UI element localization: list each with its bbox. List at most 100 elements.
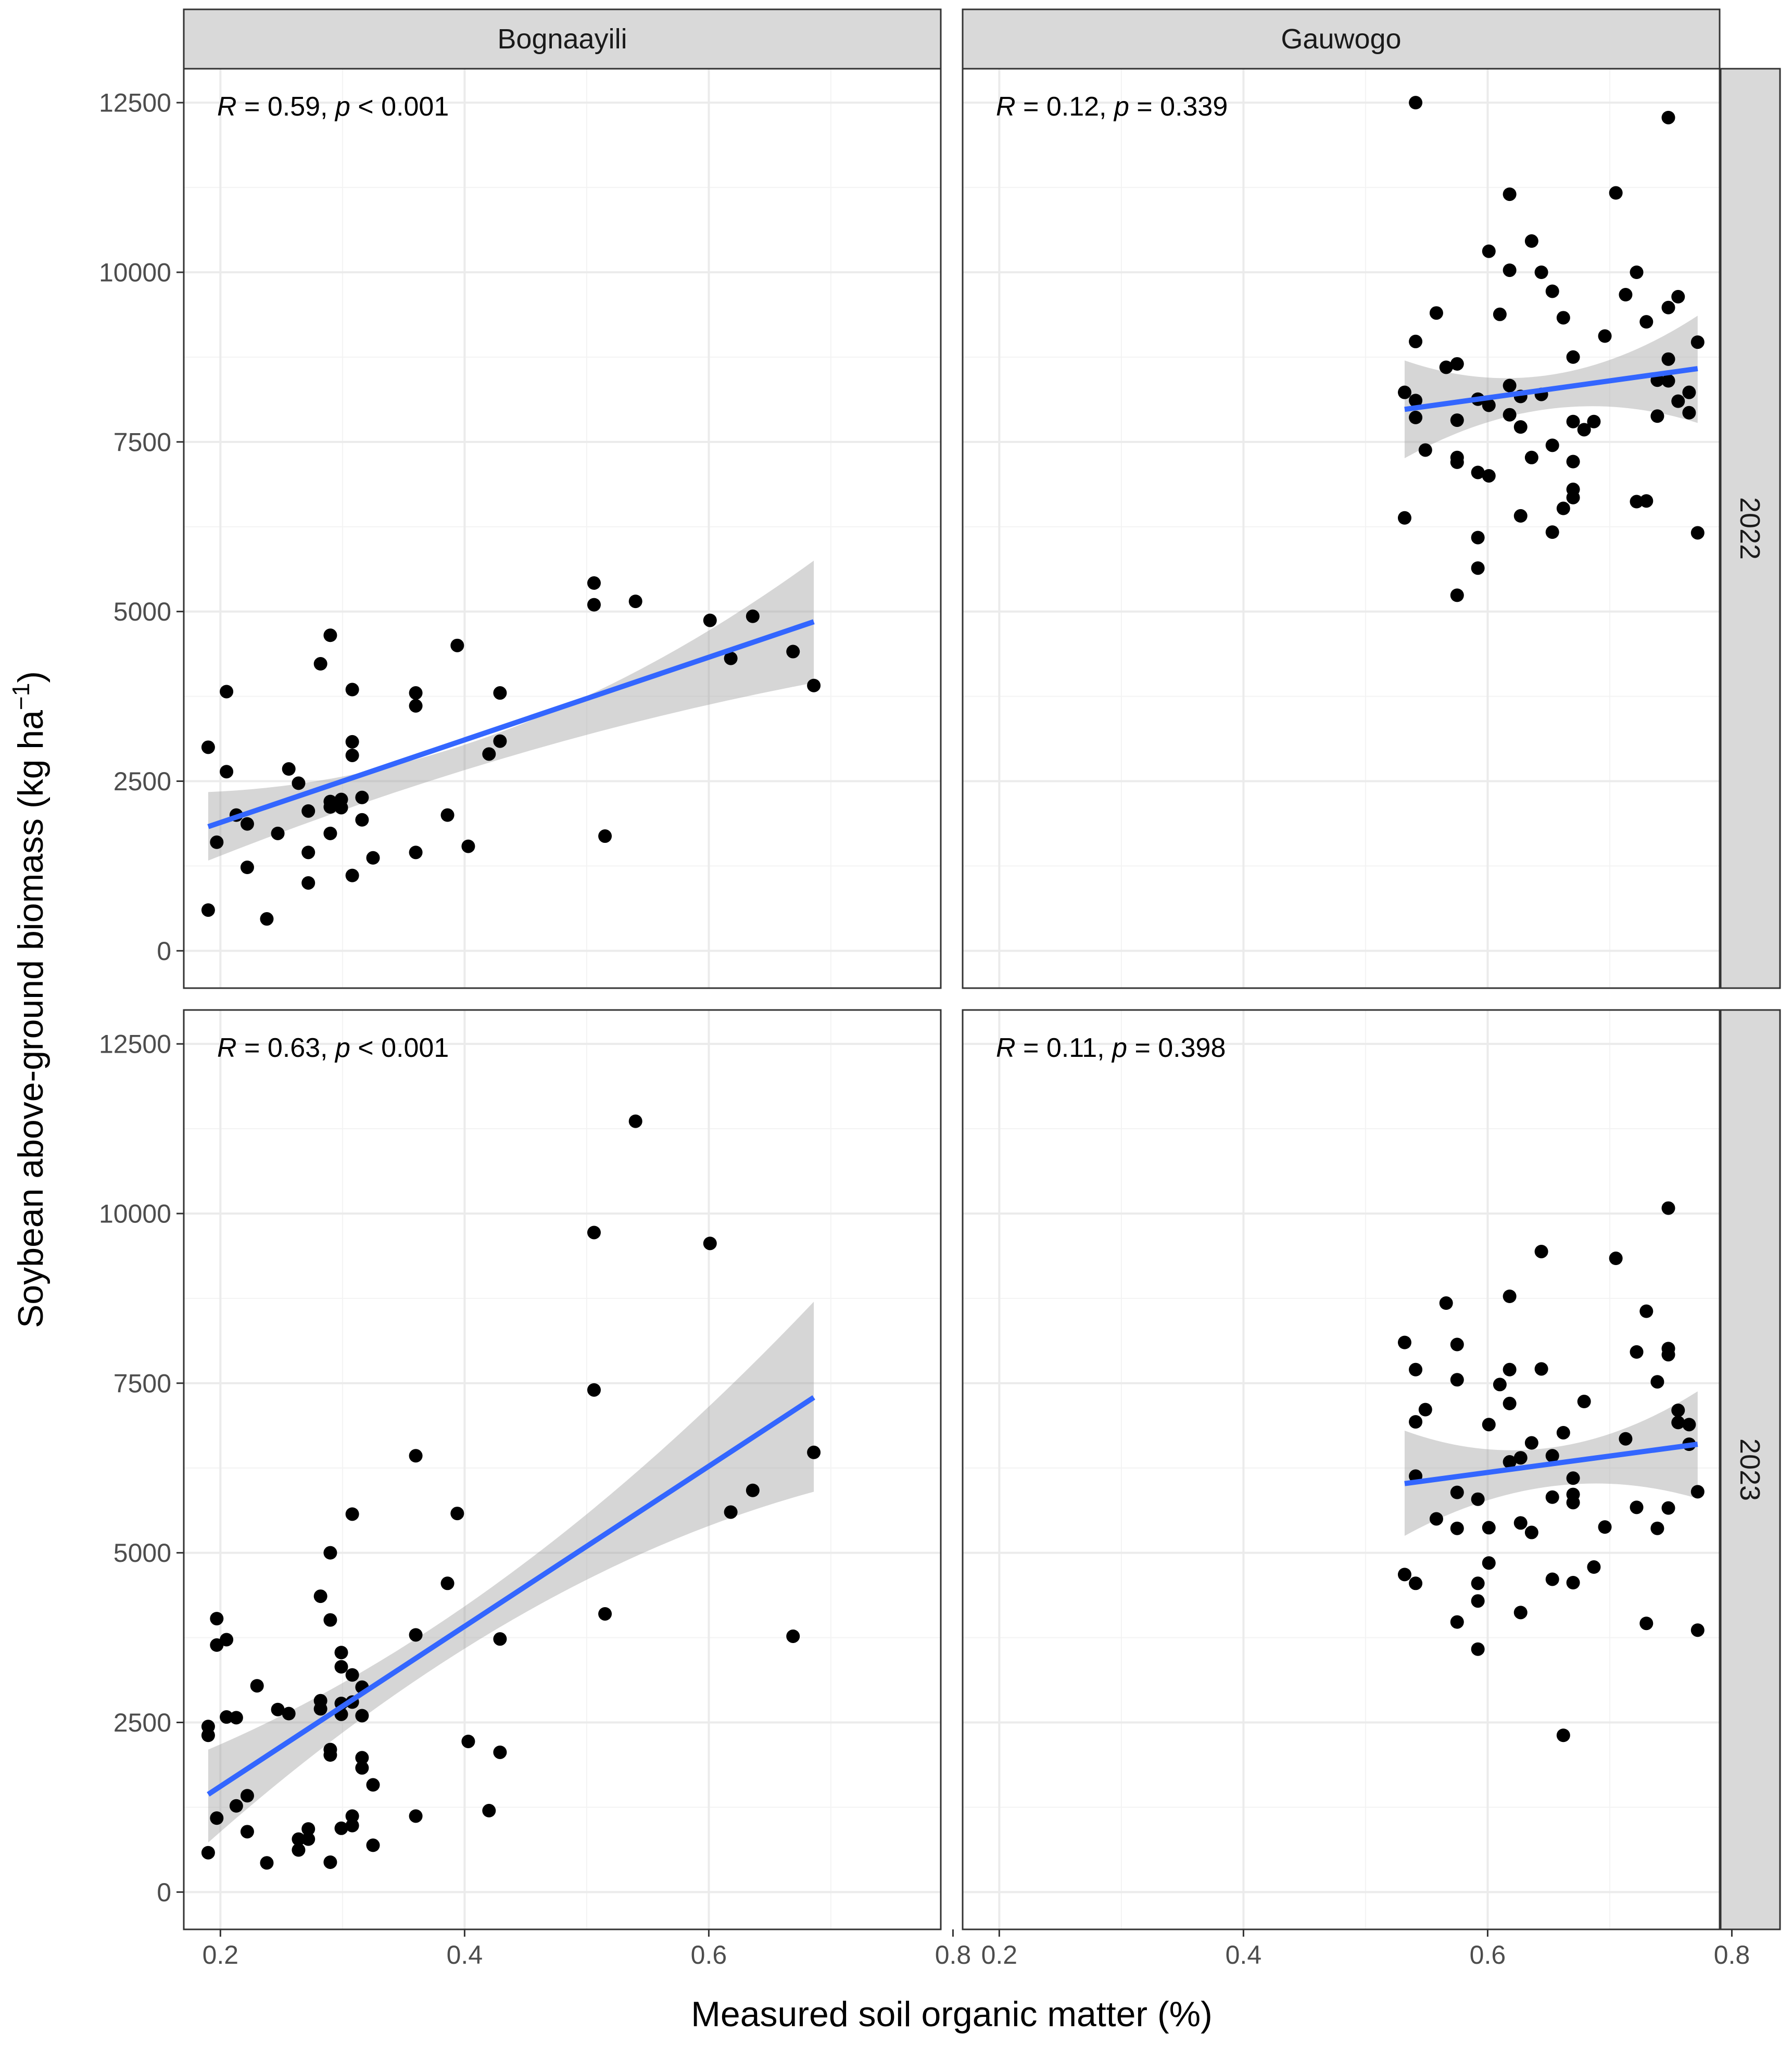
y-tick-label: 2500: [113, 767, 171, 796]
data-point: [366, 1838, 380, 1852]
data-point: [1671, 289, 1685, 304]
data-point: [450, 638, 464, 652]
column-strip-label-bognaayili: Bognaayili: [497, 23, 627, 55]
column-strip-gauwogo: [962, 8, 1721, 70]
annotation-r-value: = 0.59,: [237, 92, 335, 122]
data-point: [1609, 186, 1623, 200]
annotation-p-symbol: p: [1113, 92, 1129, 122]
data-point: [1482, 1418, 1496, 1432]
data-point: [229, 1799, 243, 1813]
data-point: [250, 1679, 264, 1693]
data-point: [807, 1445, 821, 1459]
data-point: [1482, 1556, 1496, 1570]
panel-gauwogo-2023: R = 0.11, p = 0.398: [962, 1009, 1721, 1930]
data-point: [345, 868, 359, 882]
regression-line: [207, 619, 815, 829]
data-point: [1661, 1201, 1675, 1215]
x-tick-label: 0.8: [935, 1940, 971, 1969]
panel-bognaayili-2022: R = 0.59, p < 0.001: [183, 68, 942, 989]
data-point: [1409, 1362, 1423, 1376]
data-point: [1524, 1525, 1538, 1539]
data-point: [220, 1633, 234, 1647]
data-point: [1409, 1576, 1423, 1590]
data-point: [240, 1789, 254, 1803]
data-point: [220, 1710, 234, 1724]
y-tick-label: 10000: [99, 1199, 171, 1228]
data-point: [1503, 378, 1517, 393]
y-tick-label: 7500: [113, 427, 171, 457]
data-point: [628, 595, 642, 609]
data-point: [1577, 1395, 1591, 1409]
data-point: [1503, 1362, 1517, 1376]
data-point: [282, 762, 296, 776]
data-point: [1566, 490, 1580, 504]
data-point: [1650, 1521, 1664, 1535]
data-point: [1524, 450, 1538, 464]
data-point: [461, 839, 475, 853]
data-point: [1556, 311, 1570, 325]
data-point: [703, 613, 717, 627]
data-point: [1471, 531, 1485, 545]
data-point: [746, 609, 760, 623]
data-point: [1524, 1436, 1538, 1450]
data-point: [1513, 1516, 1528, 1530]
data-point: [210, 1612, 224, 1626]
data-point: [1493, 307, 1507, 321]
data-point: [1671, 1403, 1685, 1417]
data-point: [201, 903, 215, 917]
data-point: [450, 1507, 464, 1521]
data-point: [1409, 410, 1423, 424]
data-point: [1639, 1616, 1654, 1631]
data-point: [240, 817, 254, 831]
data-point: [229, 1711, 243, 1725]
data-point: [1661, 352, 1675, 366]
data-point: [1482, 469, 1496, 483]
data-point: [1587, 1560, 1601, 1574]
x-tick-label: 0.2: [203, 1940, 239, 1969]
data-point: [210, 1811, 224, 1825]
annotation-r-symbol: R: [996, 1033, 1016, 1063]
data-point: [1630, 265, 1644, 279]
data-point: [366, 851, 380, 865]
data-point: [1397, 511, 1411, 525]
y-tick-label: 5000: [113, 597, 171, 626]
data-point: [1661, 1348, 1675, 1362]
data-point: [587, 598, 601, 612]
data-point: [1418, 443, 1432, 457]
annotation-p-value: < 0.001: [350, 1033, 449, 1063]
data-point: [1682, 385, 1696, 399]
data-point: [1545, 1449, 1559, 1463]
y-tick-label: 2500: [113, 1708, 171, 1737]
data-point: [1471, 1576, 1485, 1590]
correlation-annotation: R = 0.63, p < 0.001: [217, 1033, 449, 1063]
data-point: [703, 1236, 717, 1251]
data-point: [355, 1761, 369, 1775]
annotation-r-symbol: R: [217, 92, 237, 122]
annotation-p-value: < 0.001: [350, 92, 449, 122]
data-point: [301, 804, 316, 818]
data-point: [201, 1846, 215, 1860]
data-point: [292, 1843, 306, 1857]
data-point: [345, 683, 359, 697]
data-point: [1503, 1290, 1517, 1304]
data-point: [334, 1646, 348, 1660]
data-point: [271, 826, 285, 840]
data-point: [1409, 96, 1423, 110]
data-point: [1471, 1642, 1485, 1656]
y-axis-title-close: ): [11, 671, 51, 683]
data-point: [323, 826, 337, 840]
data-point: [292, 776, 306, 790]
data-point: [1429, 306, 1443, 320]
y-axis-title-superscript: −1: [7, 683, 34, 710]
data-point: [345, 1809, 359, 1823]
data-point: [1566, 1471, 1580, 1485]
data-point: [1439, 360, 1453, 374]
data-point: [1661, 110, 1675, 124]
regression-line: [1404, 366, 1698, 412]
annotation-p-symbol: p: [1111, 1033, 1127, 1063]
y-tick-label: 5000: [113, 1538, 171, 1568]
data-point: [1690, 1623, 1705, 1637]
annotation-r-symbol: R: [217, 1033, 237, 1063]
data-point: [1545, 284, 1559, 298]
correlation-annotation: R = 0.11, p = 0.398: [996, 1033, 1226, 1063]
